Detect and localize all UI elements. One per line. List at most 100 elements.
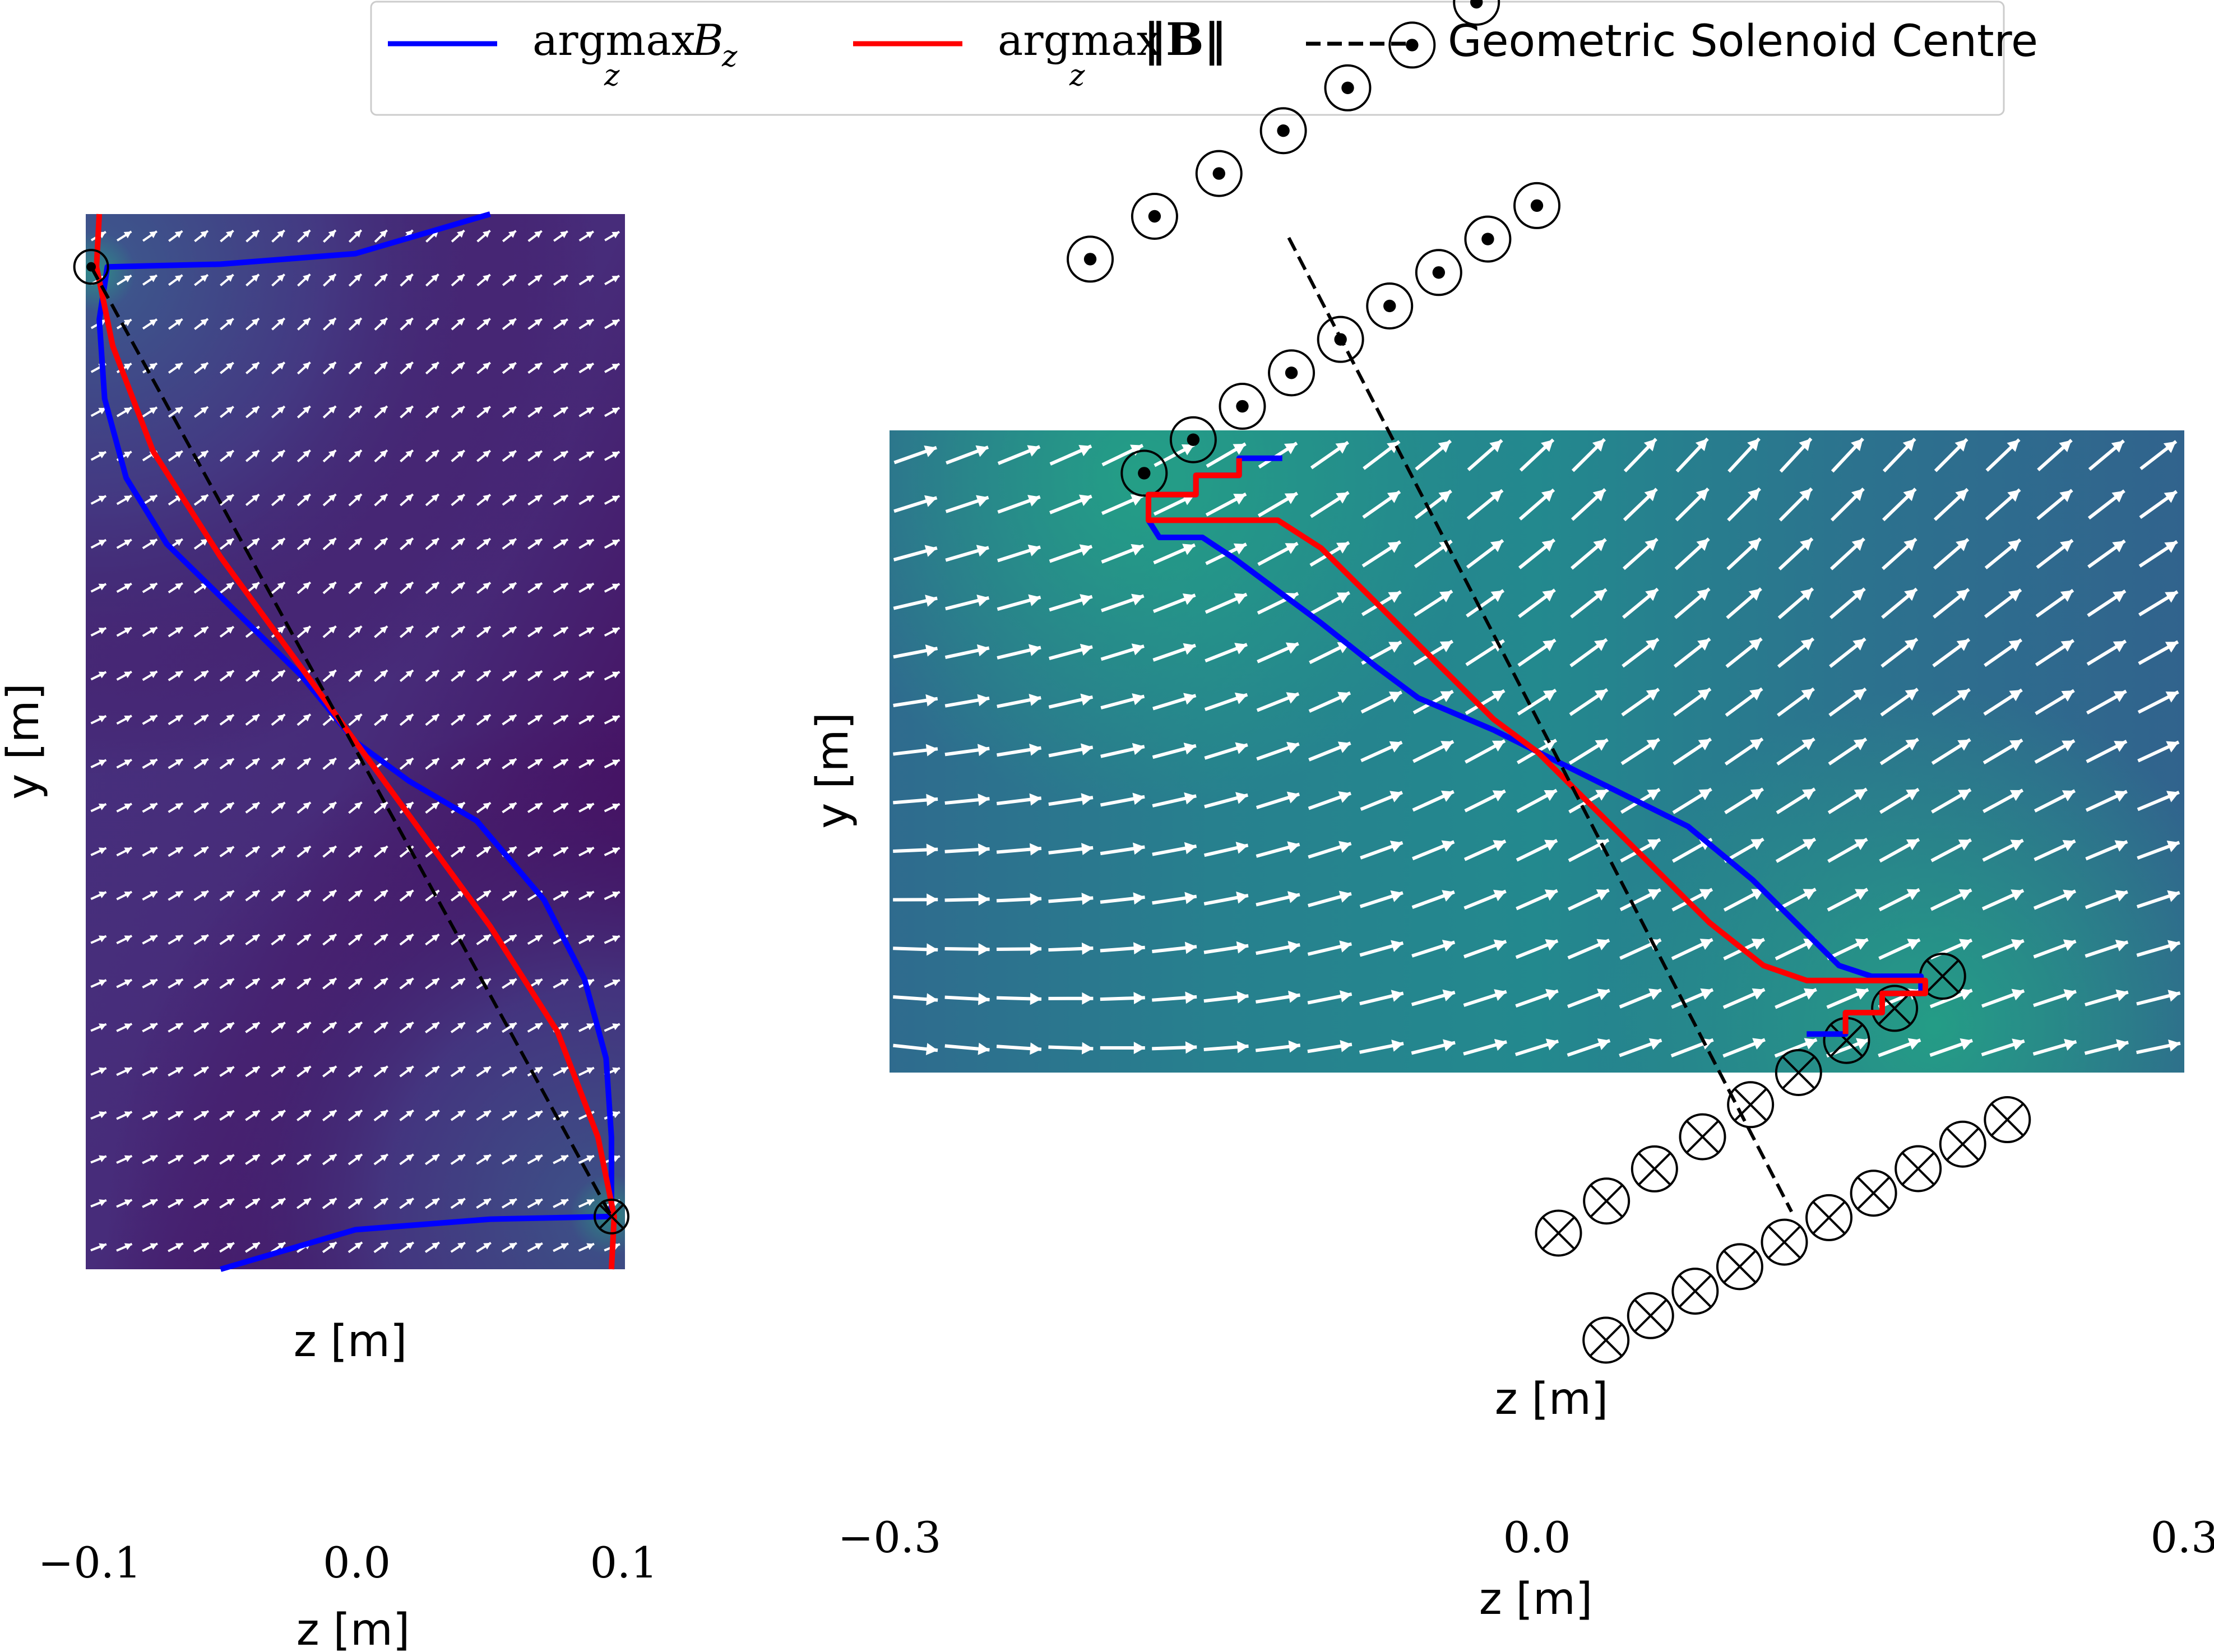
right-quiver-arrow: [2086, 740, 2128, 763]
left-quiver-arrow: [348, 1065, 363, 1078]
left-quiver-arrow: [219, 1066, 235, 1077]
legend-bz-argmax: argmax: [532, 15, 696, 65]
left-quiver-arrow: [322, 757, 337, 770]
right-quiver-arrow: [1724, 787, 1764, 814]
right-quiver-arrow: [2033, 989, 2077, 1008]
left-quiver-arrow: [373, 1021, 388, 1034]
right-coil-dot-icon: [1324, 64, 1372, 112]
left-quiver-arrow: [425, 713, 440, 726]
right-quiver-arrow: [1725, 687, 1763, 717]
left-quiver-arrow: [116, 582, 132, 593]
left-quiver-arrow: [322, 1153, 337, 1166]
left-quiver-arrow: [219, 670, 235, 682]
left-quiver-arrow: [219, 1198, 235, 1209]
right-quiver-arrow: [1569, 638, 1608, 667]
left-quiver-arrow: [527, 1066, 543, 1077]
left-series-centre: [89, 266, 613, 1218]
left-xtick-label: −0.1: [38, 1538, 142, 1588]
right-quiver-arrow: [1463, 839, 1507, 861]
right-quiver: [893, 437, 2181, 1058]
left-quiver-arrow: [527, 274, 543, 286]
right-quiver-arrow: [1256, 741, 1300, 761]
left-quiver-arrow: [348, 1021, 363, 1034]
left-quiver-arrow: [142, 802, 158, 813]
left-quiver-arrow: [604, 539, 620, 549]
right-quiver-arrow: [1308, 791, 1352, 810]
left-quiver-arrow: [90, 583, 107, 593]
left-quiver-arrow: [451, 317, 465, 331]
left-quiver-arrow: [399, 1241, 415, 1254]
left-quiver-arrow: [348, 273, 363, 287]
left-quiver-arrow: [271, 801, 286, 814]
right-quiver-arrow: [1309, 591, 1351, 616]
right-quiver-arrow: [893, 595, 938, 610]
left-quiver-arrow: [90, 891, 107, 901]
left-quiver-arrow: [553, 230, 568, 242]
legend-bz-math-sub: z: [721, 40, 738, 73]
left-quiver-arrow: [425, 405, 439, 419]
left-quiver-arrow: [116, 1023, 133, 1032]
left-quiver-arrow: [553, 802, 569, 813]
left-quiver-arrow: [116, 1242, 133, 1252]
right-xticks: −0.3 0.0 0.3: [838, 1512, 2214, 1562]
left-quiver-arrow: [476, 494, 492, 506]
left-quiver-arrow: [425, 977, 440, 990]
right-quiver-arrow: [1984, 538, 2022, 570]
right-coil-dot-icon: [1120, 449, 1168, 497]
left-quiver-arrow: [399, 1065, 414, 1078]
left-quiver-arrow: [348, 889, 363, 902]
left-quiver-arrow: [578, 846, 595, 857]
right-quiver-arrow: [1463, 1038, 1507, 1056]
left-xlabel: z [m]: [294, 1316, 407, 1367]
left-quiver-arrow: [297, 1021, 312, 1034]
right-xtick-label: 0.3: [2151, 1512, 2214, 1562]
left-quiver-arrow: [90, 671, 107, 681]
left-quiver-arrow: [451, 669, 466, 682]
left-quiver-arrow: [476, 229, 491, 243]
left-quiver-arrow: [168, 846, 184, 857]
right-quiver-arrow: [1255, 1040, 1301, 1053]
right-quiver-arrow: [1206, 442, 1247, 468]
left-quiver-arrow: [348, 449, 363, 463]
right-quiver-arrow: [1981, 889, 2025, 911]
right-quiver-arrow: [2138, 590, 2179, 616]
left-quiver-arrow: [578, 1242, 595, 1252]
left-quiver-arrow: [116, 1066, 133, 1076]
left-quiver-arrow: [322, 493, 337, 507]
left-quiver-arrow: [578, 451, 595, 461]
left-quiver-arrow: [168, 714, 184, 725]
left-quiver-arrow: [373, 933, 388, 946]
left-quiver-arrow: [553, 890, 569, 901]
left-quiver-arrow: [322, 581, 337, 595]
right-quiver-arrow: [997, 445, 1041, 465]
left-coil-dot-icon: [73, 249, 109, 285]
left-quiver-arrow: [374, 229, 388, 243]
left-quiver-arrow: [116, 1111, 133, 1120]
right-quiver-arrow: [945, 495, 989, 513]
left-quiver-arrow: [142, 1242, 158, 1252]
left-quiver-arrow: [399, 625, 414, 638]
left-quiver-arrow: [142, 1066, 158, 1076]
right-quiver-arrow: [1048, 743, 1094, 758]
right-quiver-arrow: [1726, 587, 1762, 619]
right-quiver-arrow: [1984, 638, 2023, 667]
right-quiver-arrow: [1465, 739, 1506, 764]
left-quiver-arrow: [245, 1022, 261, 1033]
right-quiver-arrow: [1726, 537, 1762, 570]
left-quiver-arrow: [527, 406, 543, 418]
right-quiver-arrow: [1203, 1041, 1249, 1054]
right-quiver-arrow: [1517, 688, 1557, 716]
right-quiver-arrow: [1100, 892, 1145, 905]
right-quiver-arrow: [1879, 787, 1920, 814]
left-quiver-arrow: [604, 979, 620, 989]
right-quiver-arrow: [893, 1043, 938, 1056]
left-quiver-arrow: [476, 273, 491, 286]
left-quiver-arrow: [90, 539, 107, 549]
left-quiver-arrow: [245, 846, 261, 858]
left-quiver-arrow: [527, 670, 543, 681]
left-quiver-arrow: [297, 933, 312, 946]
right-quiver-arrow: [1100, 1041, 1145, 1054]
left-quiver-arrow: [527, 230, 543, 242]
left-quiver-arrow: [90, 1243, 107, 1252]
left-quiver-arrow: [527, 1198, 543, 1209]
